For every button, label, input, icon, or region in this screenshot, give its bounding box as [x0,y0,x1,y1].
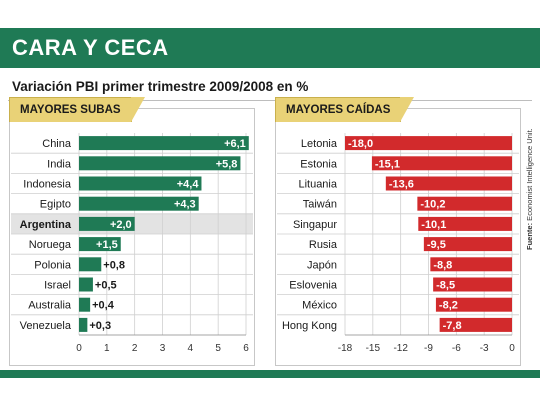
header-title: CARA Y CECA [12,35,169,60]
bar [79,277,93,292]
tab-mayores-subas: MAYORES SUBAS [9,97,145,122]
category-label: Australia [28,300,72,312]
category-label: México [302,300,337,312]
header-bar: CARA Y CECA [0,28,540,68]
tick-label: 2 [132,343,138,354]
tick-label: 3 [160,343,166,354]
panel-mayores-subas: MAYORES SUBAS China +6,1 India +5,8 Indonesi… [9,97,255,366]
value-label: +0,3 [89,320,111,332]
tick-label: 6 [243,343,249,354]
value-label: -10,2 [420,199,445,211]
category-label: Hong Kong [282,320,337,332]
source-label: Fuente: [525,222,534,250]
bar [385,176,512,191]
value-label: -13,6 [389,179,414,191]
bar [79,176,202,191]
panel-mayores-caidas: MAYORES CAÍDAS Letonia -18,0 Estonia -15,1 L… [275,97,521,366]
value-label: +6,1 [224,138,246,150]
category-label: Israel [44,280,71,292]
category-label: India [47,158,72,170]
tick-label: -18 [338,343,353,354]
bar [435,297,512,312]
category-label: Japón [307,259,337,271]
bar [79,257,102,272]
bar [79,216,135,231]
tick-label: 0 [76,343,82,354]
category-label: Taiwán [303,199,337,211]
bar [439,317,512,332]
value-label: -9,5 [427,239,446,251]
bar [79,136,249,151]
value-label: +1,5 [96,239,118,251]
category-label: Polonia [34,259,72,271]
value-label: -18,0 [348,138,373,150]
divider-line [8,100,532,101]
tick-label: -15 [366,343,381,354]
value-label: +0,5 [95,280,117,292]
bar [371,156,512,171]
category-label: Argentina [20,219,72,231]
value-label: -15,1 [375,158,400,170]
category-label: China [42,138,72,150]
value-label: +0,8 [103,259,125,271]
tab-mayores-caidas: MAYORES CAÍDAS [275,97,415,122]
chart-mayores-subas: China +6,1 India +5,8 Indonesia +4,4 Egipto +4,… [11,133,253,354]
category-label: Venezuela [20,320,72,332]
value-label: -8,8 [433,259,452,271]
bar [433,277,512,292]
tick-label: 1 [104,343,110,354]
category-label: Rusia [309,239,338,251]
source-text: Economist Intelligence Unit. [525,128,534,221]
bar [417,196,512,211]
value-label: -8,2 [439,300,458,312]
tick-label: 4 [188,343,194,354]
tick-label: -12 [393,343,408,354]
category-label: Singapur [293,219,337,231]
source-note: Fuente: Economist Intelligence Unit. [525,128,534,250]
chart-subtitle: Variación PBI primer trimestre 2009/2008… [12,79,309,94]
tick-label: -3 [480,343,489,354]
bar [345,136,512,151]
category-label: Estonia [300,158,338,170]
bar [79,156,241,171]
chart-mayores-caidas: Letonia -18,0 Estonia -15,1 Lituania -13,6 Tai… [277,133,519,354]
tick-label: -9 [424,343,433,354]
bar [418,216,512,231]
value-label: +5,8 [216,158,238,170]
category-label: Egipto [40,199,71,211]
bar [423,237,512,252]
value-label: +2,0 [110,219,132,231]
value-label: -10,1 [421,219,446,231]
bar [79,317,88,332]
tick-label: 0 [509,343,515,354]
value-label: +0,4 [92,300,115,312]
value-label: -7,8 [443,320,462,332]
category-label: Indonesia [23,179,72,191]
tick-label: 5 [215,343,221,354]
tick-label: -6 [452,343,461,354]
value-label: +4,3 [174,199,196,211]
category-label: Lituania [298,179,337,191]
category-label: Letonia [301,138,338,150]
bar [79,297,91,312]
value-label: -8,5 [436,280,455,292]
category-label: Eslovenia [289,280,338,292]
footer-bar [0,370,540,378]
bar [430,257,512,272]
value-label: +4,4 [177,179,200,191]
bar [79,196,199,211]
bar [79,237,121,252]
category-label: Noruega [29,239,72,251]
